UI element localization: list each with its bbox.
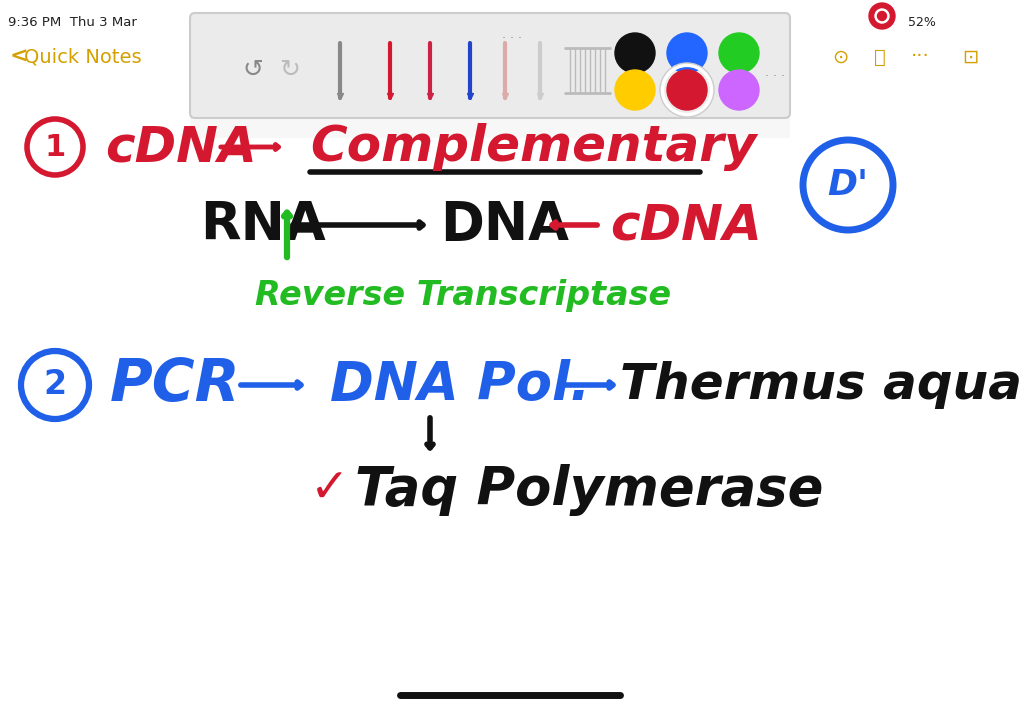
Text: . . .: . . . (765, 66, 785, 80)
Text: D': D' (827, 168, 868, 202)
Text: . . .: . . . (502, 28, 522, 41)
Circle shape (869, 3, 895, 29)
FancyBboxPatch shape (190, 108, 790, 138)
Text: ✓: ✓ (310, 467, 349, 513)
Text: Reverse Transcriptase: Reverse Transcriptase (255, 279, 671, 311)
Circle shape (874, 9, 889, 23)
Text: DNA Pol.: DNA Pol. (330, 359, 590, 411)
Circle shape (667, 70, 707, 110)
Circle shape (878, 11, 887, 20)
Circle shape (615, 70, 655, 110)
Text: DNA: DNA (440, 199, 569, 251)
Circle shape (719, 70, 759, 110)
Text: Quick Notes: Quick Notes (24, 47, 141, 66)
Text: RNA: RNA (200, 199, 326, 251)
Text: ···: ··· (910, 47, 930, 66)
Circle shape (719, 33, 759, 73)
Text: <: < (10, 47, 29, 67)
Text: cDNA: cDNA (105, 123, 257, 171)
Text: PCR: PCR (110, 356, 241, 413)
Text: Ⓐ: Ⓐ (874, 47, 886, 66)
Text: 9:36 PM  Thu 3 Mar: 9:36 PM Thu 3 Mar (8, 16, 137, 29)
Text: Taq Polymerase: Taq Polymerase (355, 464, 823, 516)
Text: ⊡: ⊡ (962, 47, 978, 66)
Circle shape (615, 33, 655, 73)
Text: ⊙: ⊙ (831, 47, 848, 66)
Text: 1: 1 (44, 132, 66, 161)
Text: cDNA: cDNA (610, 201, 762, 249)
Text: Thermus aquaticus: Thermus aquaticus (620, 361, 1024, 409)
Text: ↺: ↺ (243, 58, 263, 82)
Text: 2: 2 (43, 368, 67, 401)
FancyBboxPatch shape (190, 13, 790, 118)
Text: ↻: ↻ (280, 58, 300, 82)
Text: 52%: 52% (900, 16, 936, 29)
Circle shape (667, 33, 707, 73)
Text: Complementary: Complementary (310, 123, 757, 171)
